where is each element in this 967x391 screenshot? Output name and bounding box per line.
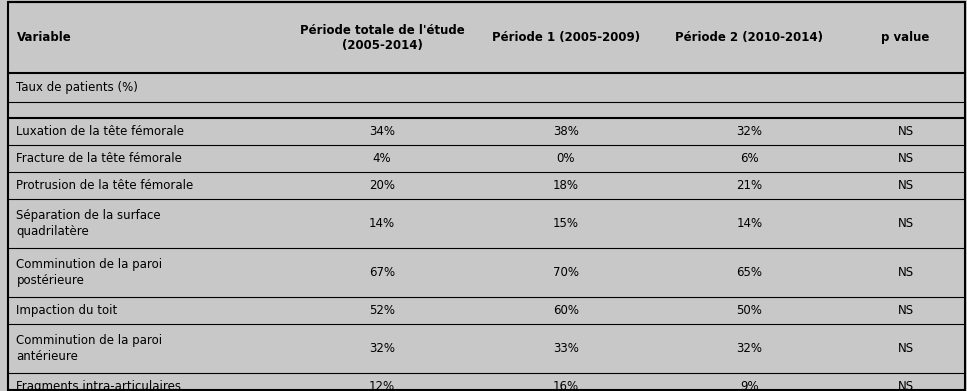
Text: 14%: 14%: [368, 217, 396, 230]
Text: 32%: 32%: [369, 342, 395, 355]
Text: 9%: 9%: [740, 380, 759, 391]
Text: 60%: 60%: [553, 304, 578, 317]
Text: 0%: 0%: [556, 152, 575, 165]
Text: Impaction du toit: Impaction du toit: [16, 304, 118, 317]
Text: NS: NS: [897, 217, 914, 230]
Text: 18%: 18%: [553, 179, 578, 192]
Text: Fracture de la tête fémorale: Fracture de la tête fémorale: [16, 152, 183, 165]
Text: NS: NS: [897, 179, 914, 192]
Text: NS: NS: [897, 342, 914, 355]
Text: 20%: 20%: [369, 179, 395, 192]
Text: Luxation de la tête fémorale: Luxation de la tête fémorale: [16, 125, 185, 138]
Text: NS: NS: [897, 304, 914, 317]
Text: 15%: 15%: [553, 217, 578, 230]
Text: 52%: 52%: [369, 304, 395, 317]
Text: 67%: 67%: [368, 266, 396, 279]
Text: 14%: 14%: [736, 217, 763, 230]
Text: Séparation de la surface
quadrilatère: Séparation de la surface quadrilatère: [16, 209, 161, 238]
Text: p value: p value: [881, 31, 930, 44]
Text: Taux de patients (%): Taux de patients (%): [16, 81, 138, 94]
Text: Comminution de la paroi
antérieure: Comminution de la paroi antérieure: [16, 334, 162, 363]
Text: Fragments intra-articulaires: Fragments intra-articulaires: [16, 380, 182, 391]
Text: NS: NS: [897, 125, 914, 138]
Text: Protrusion de la tête fémorale: Protrusion de la tête fémorale: [16, 179, 193, 192]
Text: 32%: 32%: [737, 342, 762, 355]
Text: Variable: Variable: [16, 31, 72, 44]
Text: NS: NS: [897, 266, 914, 279]
Text: NS: NS: [897, 380, 914, 391]
Text: 34%: 34%: [369, 125, 395, 138]
Text: 38%: 38%: [553, 125, 578, 138]
Text: 50%: 50%: [737, 304, 762, 317]
Text: Période totale de l'étude
(2005-2014): Période totale de l'étude (2005-2014): [300, 23, 464, 52]
Text: 70%: 70%: [553, 266, 578, 279]
Text: 4%: 4%: [372, 152, 392, 165]
Text: 6%: 6%: [740, 152, 759, 165]
Text: Période 1 (2005-2009): Période 1 (2005-2009): [491, 31, 640, 44]
Text: 65%: 65%: [737, 266, 762, 279]
Text: 16%: 16%: [552, 380, 579, 391]
Text: 12%: 12%: [368, 380, 396, 391]
Text: NS: NS: [897, 152, 914, 165]
Text: 32%: 32%: [737, 125, 762, 138]
Text: 33%: 33%: [553, 342, 578, 355]
Text: Comminution de la paroi
postérieure: Comminution de la paroi postérieure: [16, 258, 162, 287]
Text: Période 2 (2010-2014): Période 2 (2010-2014): [675, 31, 824, 44]
Text: 21%: 21%: [736, 179, 763, 192]
